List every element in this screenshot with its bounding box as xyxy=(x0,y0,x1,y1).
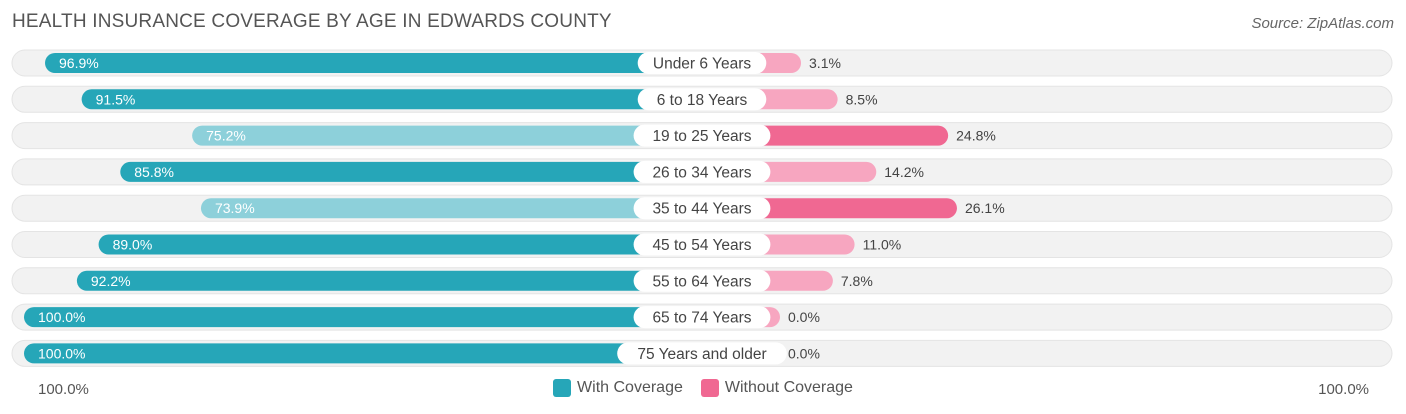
value-label-without-coverage: 0.0% xyxy=(788,309,820,325)
value-label-with-coverage: 85.8% xyxy=(134,164,174,180)
bar-with-coverage xyxy=(120,161,702,182)
value-label-with-coverage: 100.0% xyxy=(38,309,85,325)
bar-with-coverage xyxy=(192,125,703,146)
value-label-without-coverage: 11.0% xyxy=(863,237,902,253)
value-label-without-coverage: 14.2% xyxy=(884,164,924,180)
category-pill xyxy=(633,306,771,329)
category-label: 55 to 64 Years xyxy=(652,273,751,290)
category-label: 75 Years and older xyxy=(637,346,766,363)
legend-swatch-without-coverage xyxy=(700,379,719,397)
legend: With Coverage Without Coverage xyxy=(0,379,1406,397)
value-label-with-coverage: 91.5% xyxy=(96,91,136,107)
category-label: 45 to 54 Years xyxy=(652,237,751,254)
bar-chart: 96.9% Under 6 Years 3.1% 91.5% 6 to 18 Years… xyxy=(11,49,1393,367)
category-label: 6 to 18 Years xyxy=(657,92,748,109)
value-label-without-coverage: 3.1% xyxy=(809,55,841,71)
axis-label-left: 100.0% xyxy=(38,381,89,398)
source-label: Source: ZipAtlas.com xyxy=(1251,15,1394,32)
category-pill xyxy=(633,233,771,256)
category-pill xyxy=(637,52,767,74)
category-pill xyxy=(637,88,767,111)
chart-title: HEALTH INSURANCE COVERAGE BY AGE IN EDWA… xyxy=(12,11,612,32)
legend-label-without-coverage: Without Coverage xyxy=(724,379,853,396)
value-label-with-coverage: 89.0% xyxy=(113,237,153,253)
category-label: 35 to 44 Years xyxy=(652,201,751,218)
value-label-without-coverage: 24.8% xyxy=(956,128,996,144)
value-label-with-coverage: 92.2% xyxy=(91,273,131,289)
category-pill xyxy=(617,342,787,365)
bar-with-coverage xyxy=(81,89,702,110)
category-label: 26 to 34 Years xyxy=(652,164,751,181)
category-pill xyxy=(633,124,771,147)
category-label: Under 6 Years xyxy=(653,56,751,73)
bar-with-coverage xyxy=(24,343,702,364)
bar-with-coverage xyxy=(98,234,702,255)
category-pill xyxy=(633,197,771,220)
category-pill xyxy=(633,160,771,183)
value-label-with-coverage: 100.0% xyxy=(38,345,85,361)
value-label-without-coverage: 8.5% xyxy=(846,91,878,107)
value-label-without-coverage: 7.8% xyxy=(841,273,873,289)
value-label-with-coverage: 73.9% xyxy=(215,200,255,216)
bar-with-coverage xyxy=(45,53,702,73)
bar-with-coverage xyxy=(24,307,702,328)
value-label-without-coverage: 26.1% xyxy=(965,200,1005,216)
category-label: 65 to 74 Years xyxy=(652,310,751,327)
bar-with-coverage xyxy=(200,198,702,219)
legend-swatch-with-coverage xyxy=(553,379,572,397)
category-pill xyxy=(633,269,771,292)
category-label: 19 to 25 Years xyxy=(652,128,751,145)
value-label-without-coverage: 0.0% xyxy=(788,345,820,361)
axis-label-right: 100.0% xyxy=(1318,381,1369,398)
legend-item-with-coverage[interactable]: With Coverage xyxy=(553,379,683,397)
legend-item-without-coverage[interactable]: Without Coverage xyxy=(700,379,853,397)
legend-label-with-coverage: With Coverage xyxy=(577,379,683,396)
value-label-with-coverage: 96.9% xyxy=(59,55,99,71)
bar-with-coverage xyxy=(76,270,702,291)
value-label-with-coverage: 75.2% xyxy=(206,128,246,144)
